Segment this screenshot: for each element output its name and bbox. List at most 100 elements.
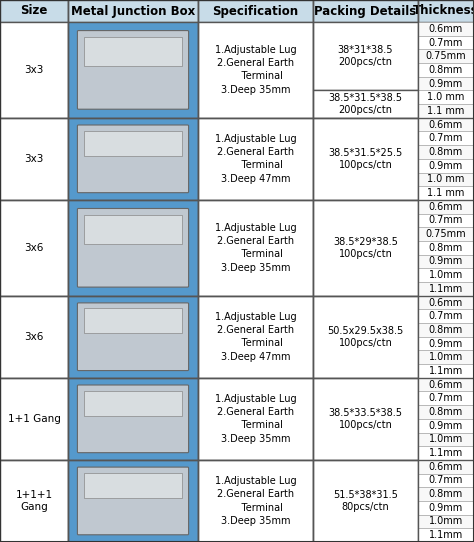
Bar [313,0,418,22]
Bar [418,104,474,118]
FancyBboxPatch shape [84,473,182,498]
Text: 3x3: 3x3 [24,65,44,75]
Text: Specification: Specification [212,4,299,17]
FancyBboxPatch shape [77,30,189,109]
Text: 1+1+1
Gang: 1+1+1 Gang [16,490,53,512]
Bar [313,460,418,542]
Text: 0.7mm: 0.7mm [429,133,463,143]
Bar [418,49,474,63]
Bar [198,296,313,378]
Bar [418,323,474,337]
Bar [418,351,474,364]
Text: 0.9mm: 0.9mm [429,256,463,267]
Bar [198,460,313,542]
Text: 0.6mm: 0.6mm [429,298,463,307]
Bar [418,433,474,446]
Text: 0.6mm: 0.6mm [429,120,463,130]
Bar [418,241,474,255]
Text: 0.7mm: 0.7mm [429,311,463,321]
Bar [0,378,68,460]
Text: 0.8mm: 0.8mm [429,489,463,499]
Text: 1.1mm: 1.1mm [429,448,463,458]
Bar [198,118,313,200]
Text: 51.5*38*31.5
80pcs/ctn: 51.5*38*31.5 80pcs/ctn [333,490,398,512]
Text: 3x3: 3x3 [24,154,44,164]
Text: 0.6mm: 0.6mm [429,202,463,212]
Text: Size: Size [20,4,48,17]
Bar [68,0,198,22]
Bar [418,528,474,542]
Bar [418,391,474,405]
Bar [418,63,474,77]
Text: 38.5*33.5*38.5
100pcs/ctn: 38.5*33.5*38.5 100pcs/ctn [328,408,402,430]
Bar [313,200,418,296]
Bar [418,487,474,501]
Text: 0.8mm: 0.8mm [429,65,463,75]
Text: 3x6: 3x6 [24,332,44,342]
Text: 1.1mm: 1.1mm [429,366,463,376]
Text: 0.9mm: 0.9mm [429,503,463,513]
Text: 1+1 Gang: 1+1 Gang [8,414,61,424]
Bar [0,22,68,118]
Text: 1.0mm: 1.0mm [429,352,463,362]
Bar [418,419,474,433]
Text: 1.Adjustable Lug
2.General Earth
    Terminal
3.Deep 35mm: 1.Adjustable Lug 2.General Earth Termina… [215,45,296,95]
Bar [313,22,418,91]
FancyBboxPatch shape [84,37,182,66]
Bar [418,446,474,460]
Text: 0.6mm: 0.6mm [429,462,463,472]
Bar [418,91,474,104]
Text: 0.6mm: 0.6mm [429,24,463,34]
Bar [418,268,474,282]
Text: Packing Details: Packing Details [314,4,417,17]
Text: 38.5*29*38.5
100pcs/ctn: 38.5*29*38.5 100pcs/ctn [333,237,398,259]
Bar [68,296,198,378]
Text: 0.7mm: 0.7mm [429,475,463,486]
Bar [418,337,474,351]
Bar [418,405,474,419]
Bar [418,364,474,378]
FancyBboxPatch shape [77,385,189,453]
Bar [0,460,68,542]
Text: 0.75mm: 0.75mm [426,229,466,239]
Bar [418,36,474,49]
Bar [68,378,198,460]
Bar [418,296,474,309]
Bar [418,460,474,474]
Bar [418,159,474,172]
Bar [418,0,474,22]
Text: Metal Junction Box: Metal Junction Box [71,4,195,17]
Bar [418,186,474,200]
Bar [418,172,474,186]
Text: 1.0 mm: 1.0 mm [428,175,465,184]
FancyBboxPatch shape [77,209,189,287]
Text: 38.5*31.5*38.5
200pcs/ctn: 38.5*31.5*38.5 200pcs/ctn [328,93,402,115]
Text: 1.1mm: 1.1mm [429,284,463,294]
Text: 0.9mm: 0.9mm [429,160,463,171]
Bar [0,296,68,378]
Bar [0,0,68,22]
Bar [0,118,68,200]
Bar [313,296,418,378]
Bar [68,460,198,542]
Text: 1.Adjustable Lug
2.General Earth
    Terminal
3.Deep 47mm: 1.Adjustable Lug 2.General Earth Termina… [215,134,296,184]
FancyBboxPatch shape [77,303,189,371]
Bar [313,378,418,460]
Text: 1.0 mm: 1.0 mm [428,92,465,102]
Text: Thickness: Thickness [413,4,474,17]
Bar [418,378,474,391]
Bar [418,501,474,515]
Text: 1.1mm: 1.1mm [429,530,463,540]
Text: 1.Adjustable Lug
2.General Earth
    Terminal
3.Deep 35mm: 1.Adjustable Lug 2.General Earth Termina… [215,476,296,526]
Text: 0.6mm: 0.6mm [429,379,463,390]
Bar [68,200,198,296]
Text: 0.8mm: 0.8mm [429,325,463,335]
Text: 0.75mm: 0.75mm [426,51,466,61]
Text: 1.Adjustable Lug
2.General Earth
    Terminal
3.Deep 47mm: 1.Adjustable Lug 2.General Earth Termina… [215,312,296,362]
Bar [313,91,418,118]
Text: 1.1 mm: 1.1 mm [428,188,465,198]
Bar [313,118,418,200]
Text: 1.0mm: 1.0mm [429,434,463,444]
Text: 1.1 mm: 1.1 mm [428,106,465,116]
Bar [418,214,474,227]
